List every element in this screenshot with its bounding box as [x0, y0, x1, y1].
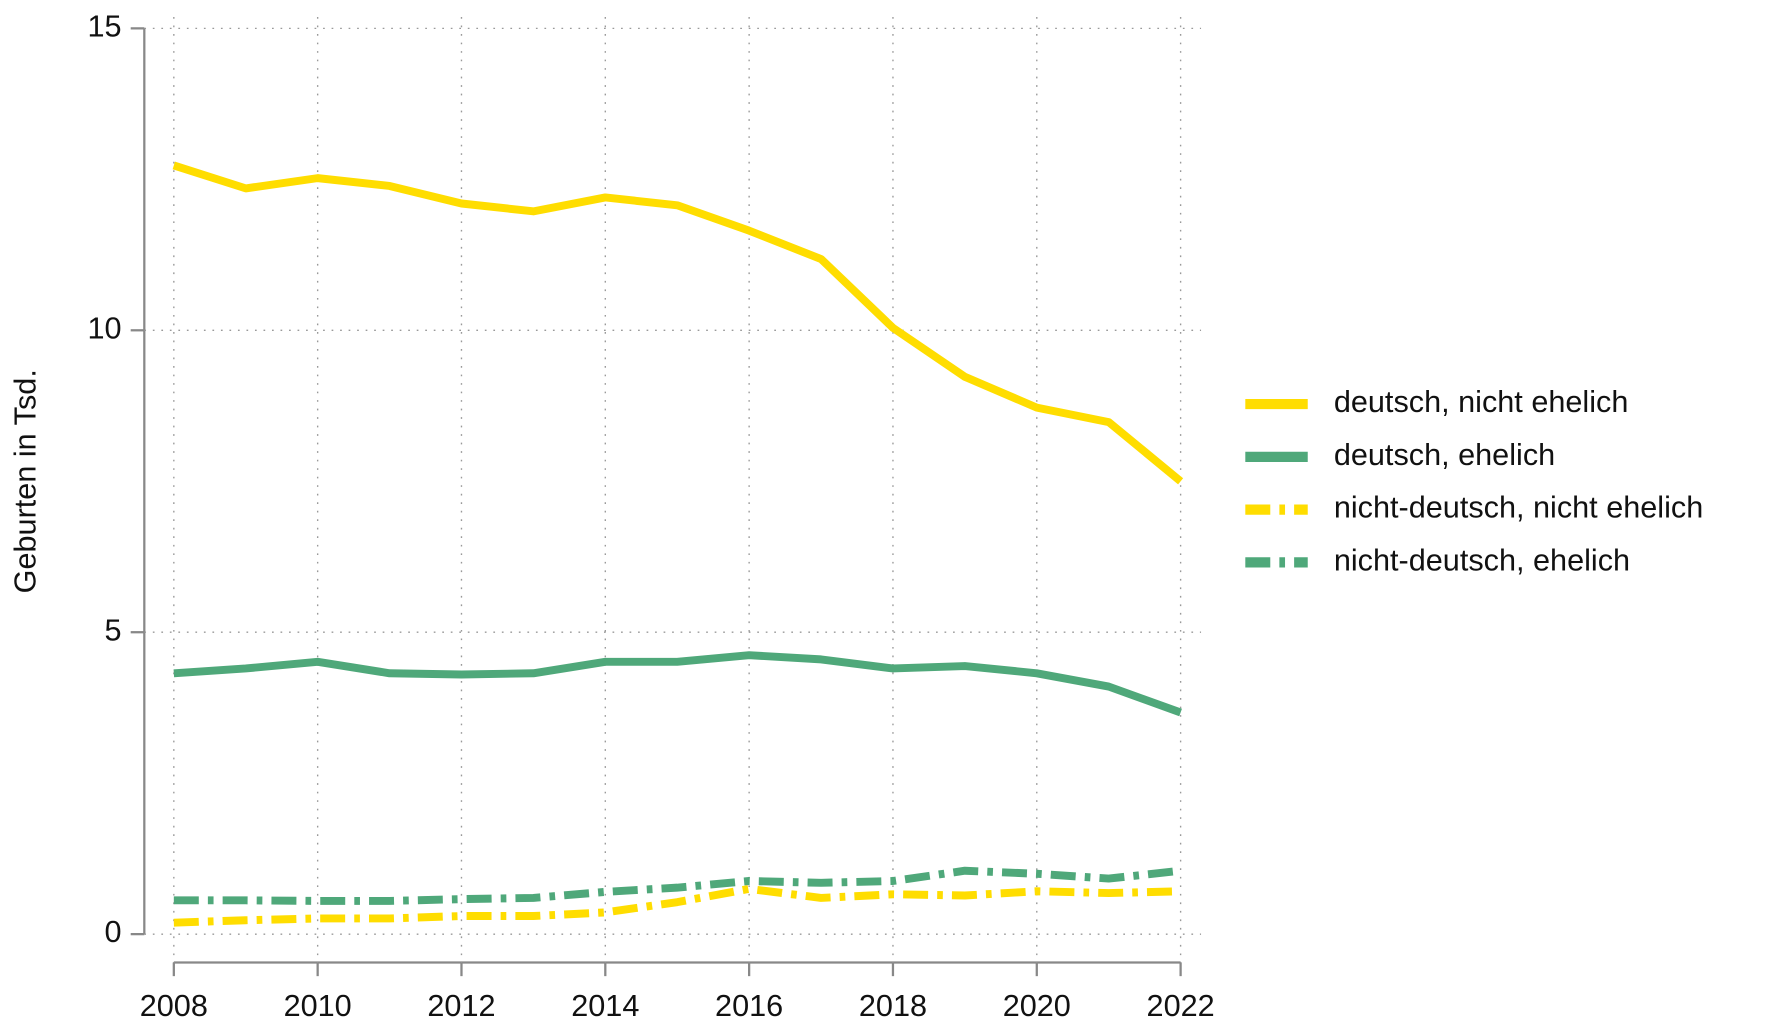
- series-line: [173, 866, 1182, 905]
- series-line: [172, 161, 1184, 485]
- legend-label: deutsch, nicht ehelich: [1334, 385, 1629, 419]
- x-tick-label: 2010: [284, 989, 352, 1017]
- x-tick-label: 2022: [1147, 989, 1215, 1017]
- y-tick-label: 10: [88, 311, 122, 345]
- y-axis-label: Geburten in Tsd.: [9, 369, 43, 593]
- y-tick-label: 0: [105, 915, 122, 949]
- x-tick-label: 2020: [1003, 989, 1071, 1017]
- x-tick-label: 2014: [571, 989, 639, 1017]
- y-tick-label: 15: [88, 9, 122, 43]
- x-tick-label: 2012: [427, 989, 495, 1017]
- legend-label: nicht-deutsch, ehelich: [1334, 544, 1630, 578]
- y-tick-label: 5: [105, 613, 122, 647]
- legend-label: deutsch, ehelich: [1334, 438, 1555, 472]
- x-tick-label: 2018: [859, 989, 927, 1017]
- x-tick-label: 2016: [715, 989, 783, 1017]
- series-line: [173, 884, 1181, 927]
- series-line: [173, 651, 1182, 717]
- legend-label: nicht-deutsch, nicht ehelich: [1334, 491, 1703, 525]
- x-tick-label: 2008: [140, 989, 208, 1017]
